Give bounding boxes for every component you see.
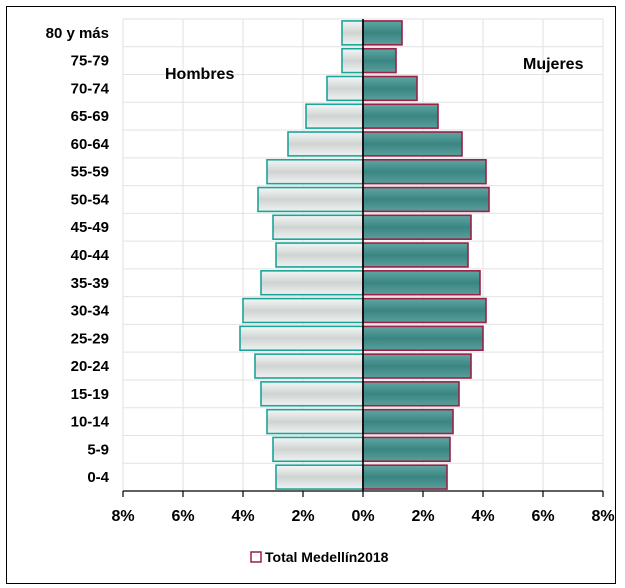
category-label-3: 65-69 [71,108,109,125]
category-label-6: 50-54 [71,191,110,208]
population-pyramid-chart: 80 y más 75-79 70-74 65-69 60-64 55-59 50-54 45… [46,18,615,565]
category-label-13: 15-19 [71,386,109,403]
bar-mujeres-16 [362,464,448,490]
bar-hombres-11 [239,325,364,352]
chart-frame: 80 y más 75-79 70-74 65-69 60-64 55-59 50-54 45… [6,6,616,584]
bar-hombres-4 [287,131,364,157]
category-label-4: 60-64 [71,136,110,153]
bar-mujeres-0 [362,20,403,46]
bar-hombres-6 [257,186,364,213]
category-label-16: 0-4 [87,469,109,486]
bar-hombres-14 [266,408,364,435]
bar-hombres-7 [272,214,364,240]
bar-hombres-12 [254,353,364,379]
x-tick-label-1: 6% [171,508,194,525]
x-tick-label-8: 8% [591,508,614,525]
legend: Total Medellín2018 [250,549,389,565]
bar-hombres-15 [272,436,364,463]
category-labels: 80 y más 75-79 70-74 65-69 60-64 55-59 50-54 45… [46,25,110,486]
bar-hombres-13 [260,381,364,407]
bar-hombres-5 [266,158,364,185]
bar-mujeres-3 [362,103,439,129]
bar-hombres-8 [275,242,364,268]
bar-mujeres-8 [362,242,469,268]
category-label-5: 55-59 [71,164,109,181]
bar-mujeres-4 [362,131,463,157]
bar-mujeres-15 [362,436,451,463]
category-label-1: 75-79 [71,53,109,70]
bar-hombres-10 [242,297,364,324]
bar-mujeres-10 [362,297,487,324]
bar-mujeres-6 [362,186,490,213]
bar-hombres-16 [275,464,364,490]
category-label-0: 80 y más [46,25,109,42]
bars [239,20,490,490]
bar-mujeres-13 [362,381,460,407]
category-label-2: 70-74 [71,80,110,97]
side-label-hombres: Hombres [165,66,234,83]
category-label-9: 35-39 [71,275,109,292]
category-label-11: 25-29 [71,330,109,347]
category-label-12: 20-24 [71,358,110,375]
bar-mujeres-14 [362,408,454,435]
category-label-8: 40-44 [71,247,110,264]
tick-labels: 8% 6% 4% 2% 0% 2% 4% 6% 8% [111,508,614,525]
x-tick-label-6: 4% [471,508,494,525]
category-label-7: 45-49 [71,219,109,236]
x-tick-label-3: 2% [291,508,314,525]
bar-mujeres-12 [362,353,472,379]
bar-mujeres-11 [362,325,484,352]
x-tick-label-4: 0% [351,508,374,525]
bar-hombres-9 [260,270,364,296]
legend-marker [250,551,262,563]
x-tick-label-5: 2% [411,508,434,525]
bar-mujeres-2 [362,75,418,102]
category-label-14: 10-14 [71,414,110,431]
bar-hombres-3 [305,103,364,129]
x-tick-label-2: 4% [231,508,254,525]
x-tick-label-7: 6% [531,508,554,525]
category-label-10: 30-34 [71,303,110,320]
bar-mujeres-9 [362,270,481,296]
side-label-mujeres: Mujeres [523,56,584,73]
bar-hombres-1 [341,47,364,74]
x-tick-label-0: 8% [111,508,134,525]
axes [122,19,604,497]
bar-hombres-0 [341,20,364,46]
bar-mujeres-1 [362,47,397,74]
bar-mujeres-5 [362,158,487,185]
bar-hombres-2 [326,75,364,102]
bar-mujeres-7 [362,214,472,240]
legend-label: Total Medellín2018 [265,549,389,565]
category-label-15: 5-9 [87,441,109,458]
